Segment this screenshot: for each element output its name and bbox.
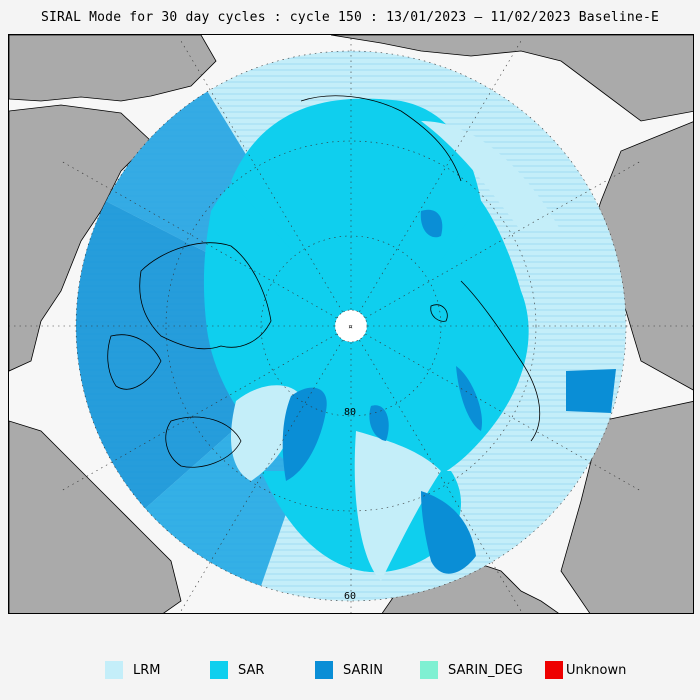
lat-label-80: 80: [344, 407, 356, 418]
pole-hole: [334, 309, 368, 343]
legend-swatch-unknown: [545, 661, 563, 679]
legend-label-lrm: LRM: [133, 662, 161, 678]
graticule: [9, 35, 693, 613]
map-panel: ¤ 80 60: [8, 34, 694, 614]
legend-item-lrm: LRM: [105, 660, 161, 680]
outer-landmass: [9, 35, 693, 613]
legend-label-sar: SAR: [238, 662, 265, 678]
pole-marker: ¤: [348, 322, 353, 331]
legend-swatch-sar: [210, 661, 228, 679]
legend-item-unknown: Unknown: [545, 660, 626, 680]
legend-label-unknown: Unknown: [566, 662, 627, 678]
lat-label-60: 60: [344, 591, 356, 602]
legend-item-sar: SAR: [210, 660, 264, 680]
map-title: SIRAL Mode for 30 day cycles : cycle 150…: [40, 10, 660, 25]
legend-label-sarin: SARIN: [343, 662, 383, 678]
polar-map: ¤ 80 60: [9, 35, 693, 613]
legend-swatch-sarin: [315, 661, 333, 679]
coverage-disk: [76, 51, 626, 601]
legend-swatch-sarin-deg: [420, 661, 438, 679]
legend-item-sarin: SARIN: [315, 660, 383, 680]
legend-label-sarin-deg: SARIN_DEG: [448, 662, 523, 678]
legend-item-sarin-deg: SARIN_DEG: [420, 660, 523, 680]
legend: LRM SAR SARIN SARIN_DEG Unknown: [0, 660, 700, 680]
legend-swatch-lrm: [105, 661, 123, 679]
